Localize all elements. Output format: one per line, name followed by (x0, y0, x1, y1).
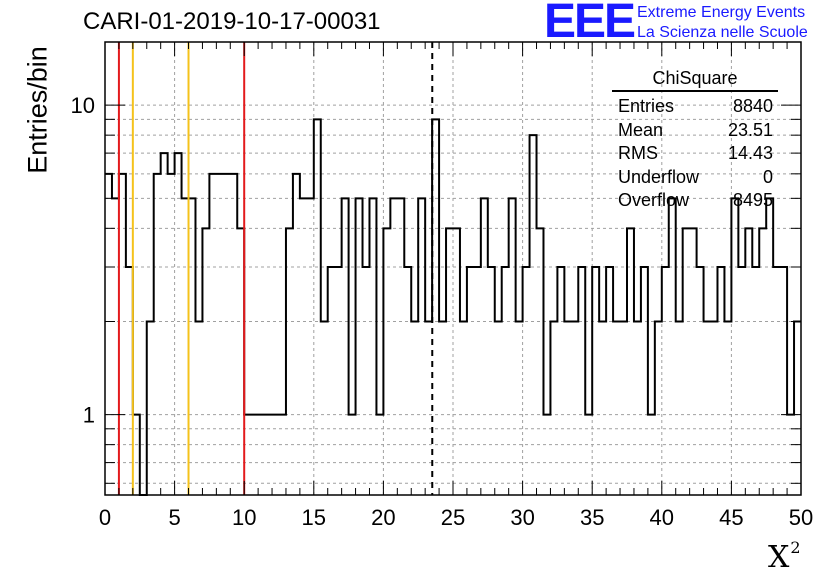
stats-row-mean: Mean 23.51 (612, 119, 778, 143)
stats-value: 0 (762, 166, 773, 187)
x-tick-label: 0 (99, 505, 111, 530)
stats-label: Entries (618, 96, 675, 116)
stats-value: 14.43 (727, 143, 773, 163)
eee-logo: EEE (544, 0, 636, 48)
x-axis-title-base: X (768, 540, 790, 575)
x-tick-label: 15 (302, 505, 326, 530)
stats-value: 23.51 (727, 119, 773, 140)
y-tick-label: 10 (71, 93, 95, 118)
stats-row-underflow: Underflow 0 (612, 166, 778, 190)
stats-row-rms: RMS 14.43 (612, 142, 778, 166)
x-tick-label: 40 (650, 505, 674, 530)
y-axis-title: Entries/bin (22, 46, 53, 174)
x-tick-label: 45 (719, 505, 743, 530)
histogram-line (105, 118, 801, 496)
stats-row-overflow: Overflow 8495 (612, 189, 778, 213)
x-axis-title: X2 (768, 538, 801, 575)
stats-label: Mean (618, 119, 664, 140)
stats-row-entries: Entries 8840 (612, 95, 778, 119)
y-tick-label: 1 (83, 403, 95, 428)
plot-title: CARI-01-2019-10-17-00031 (83, 8, 381, 35)
x-tick-label: 10 (232, 505, 256, 530)
stats-label: Overflow (618, 190, 690, 210)
x-tick-label: 25 (441, 505, 465, 530)
stats-label: RMS (618, 143, 658, 163)
x-tick-label: 20 (371, 505, 395, 530)
x-tick-label: 5 (168, 505, 180, 530)
stats-title: ChiSquare (612, 66, 778, 92)
stats-value: 8840 (732, 96, 773, 116)
logo-line-1: Extreme Energy Events (637, 4, 806, 21)
stats-label: Underflow (618, 166, 700, 187)
logo-line-2: La Scienza nelle Scuole (637, 24, 808, 41)
x-tick-label: 50 (789, 505, 813, 530)
stats-box: ChiSquare Entries 8840 Mean 23.51 RMS 14.43… (612, 66, 778, 213)
stats-value: 8495 (732, 190, 773, 210)
x-axis-title-superscript: 2 (790, 538, 801, 557)
x-tick-label: 35 (580, 505, 604, 530)
x-tick-label: 30 (510, 505, 534, 530)
